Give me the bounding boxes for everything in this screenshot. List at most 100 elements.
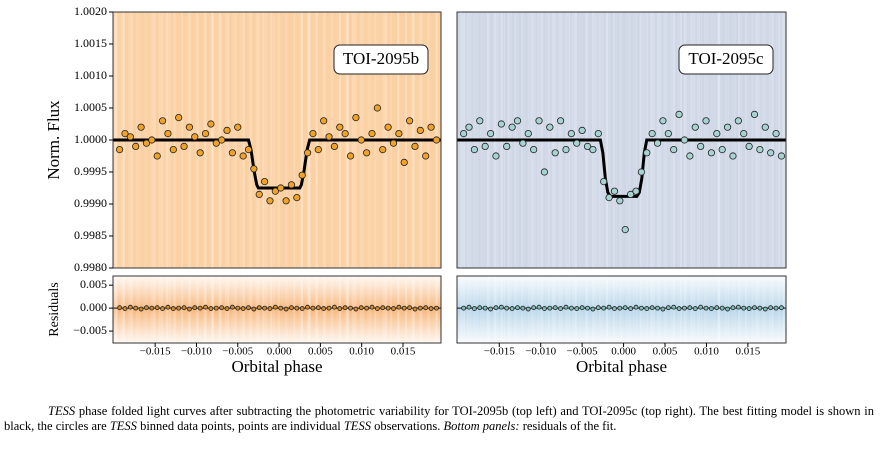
- binned-point: [497, 120, 505, 128]
- binned-point: [287, 181, 296, 189]
- plot-area: [457, 110, 786, 234]
- binned-point: [546, 123, 554, 131]
- binned-point: [460, 130, 468, 138]
- texture-stripe: [293, 12, 295, 268]
- panel: −0.005 0.000 0.005 −0.015 −0.010 −0.005 0.000 0…: [47, 275, 442, 376]
- binned-point: [423, 305, 429, 311]
- binned-point: [282, 197, 290, 205]
- binned-point: [416, 126, 424, 134]
- binned-point: [122, 306, 128, 311]
- binned-point: [568, 305, 574, 311]
- binned-point: [633, 304, 639, 310]
- binned-point: [498, 304, 504, 310]
- binned-point: [757, 305, 763, 311]
- texture-stripe: [277, 12, 280, 268]
- texture-stripe: [642, 12, 644, 268]
- binned-point: [250, 165, 258, 173]
- binned-point: [337, 306, 343, 311]
- y-tick-label: 0.000: [80, 300, 107, 314]
- binned-point: [213, 305, 219, 311]
- binned-point: [191, 133, 199, 141]
- binned-point: [664, 130, 672, 138]
- binned-point: [691, 123, 699, 131]
- binned-point: [509, 306, 515, 311]
- binned-point: [144, 305, 149, 311]
- caption-text: TESS: [343, 419, 371, 433]
- binned-point: [180, 142, 188, 150]
- caption-text: phase folded light curves after subtract…: [4, 404, 874, 433]
- binned-point: [665, 305, 671, 311]
- binned-point: [170, 306, 176, 311]
- binned-point: [525, 306, 531, 312]
- binned-point: [138, 306, 144, 312]
- binned-point: [407, 305, 413, 311]
- x-tick-label: 0.015: [391, 346, 416, 358]
- binned-point: [718, 146, 726, 154]
- binned-point: [730, 305, 736, 311]
- binned-point: [368, 130, 376, 138]
- binned-point: [224, 306, 230, 311]
- texture-stripe: [301, 12, 303, 268]
- x-tick-label: 0.005: [308, 346, 333, 358]
- binned-point: [692, 306, 698, 311]
- panel-frame: [456, 275, 787, 344]
- label-box: [333, 44, 429, 75]
- binned-point: [342, 305, 348, 311]
- binned-point: [574, 306, 580, 311]
- panel: 0.9980 0.9985 0.9990 0.9995 1.0000 1.0005 1.00…: [44, 4, 442, 274]
- y-tick-label: 0.9990: [74, 196, 107, 210]
- caption-text: TESS: [48, 404, 76, 418]
- texture-stripe: [633, 12, 635, 268]
- binned-point: [536, 304, 542, 310]
- binned-point: [411, 142, 419, 150]
- binned-point: [277, 184, 285, 192]
- caption-text: TESS: [109, 419, 137, 433]
- binned-point: [563, 304, 569, 310]
- binned-point: [314, 146, 322, 154]
- binned-point: [283, 306, 289, 312]
- binned-point: [417, 305, 423, 311]
- binned-point: [330, 142, 339, 150]
- x-tick-label: 0.005: [653, 346, 678, 358]
- binned-point: [294, 305, 300, 311]
- binned-point: [520, 305, 526, 311]
- binned-point: [341, 130, 349, 138]
- binned-point: [686, 152, 694, 160]
- binned-point: [165, 304, 171, 310]
- binned-point: [154, 305, 160, 311]
- binned-point: [750, 110, 759, 119]
- binned-point: [395, 130, 403, 138]
- binned-point: [432, 136, 441, 144]
- texture-stripe: [285, 12, 288, 268]
- binned-point: [379, 146, 387, 154]
- binned-point: [768, 305, 774, 311]
- texture-stripe: [606, 12, 609, 268]
- binned-point: [117, 305, 123, 311]
- binned-point: [201, 130, 210, 138]
- binned-point: [310, 305, 316, 311]
- binned-point: [702, 117, 710, 125]
- binned-point: [762, 306, 768, 312]
- planet-label: TOI-2095c: [688, 49, 764, 68]
- binned-point: [493, 305, 499, 311]
- texture-stripe: [639, 12, 642, 268]
- binned-point: [389, 139, 398, 147]
- binned-point: [234, 123, 242, 131]
- binned-point: [779, 305, 784, 311]
- binned-point: [116, 146, 124, 154]
- panel-frame: [112, 275, 442, 344]
- binned-point: [298, 171, 306, 179]
- binned-point: [244, 146, 253, 154]
- binned-point: [606, 304, 612, 310]
- texture-stripe: [262, 12, 265, 268]
- binned-point: [638, 305, 644, 311]
- binned-point: [671, 304, 677, 310]
- binned-point: [601, 305, 607, 311]
- binned-point: [605, 194, 613, 202]
- binned-point: [682, 305, 687, 311]
- binned-point: [321, 306, 327, 311]
- texture-stripe: [299, 12, 303, 268]
- y-tick-label: 0.9995: [74, 164, 107, 178]
- binned-point: [637, 168, 645, 176]
- binned-point: [627, 190, 635, 198]
